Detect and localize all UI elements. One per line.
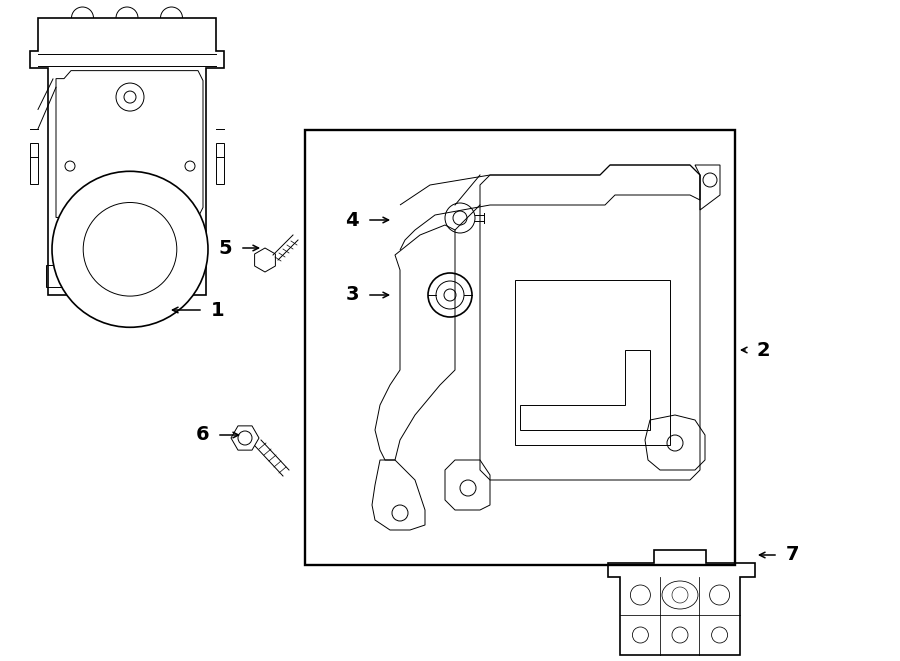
Circle shape (52, 171, 208, 327)
Text: 1: 1 (211, 301, 225, 319)
Text: 7: 7 (786, 545, 799, 564)
Text: 2: 2 (756, 340, 770, 360)
Text: 6: 6 (195, 426, 209, 444)
Text: 5: 5 (219, 239, 232, 258)
Text: 4: 4 (346, 210, 359, 229)
Text: 3: 3 (346, 286, 359, 305)
